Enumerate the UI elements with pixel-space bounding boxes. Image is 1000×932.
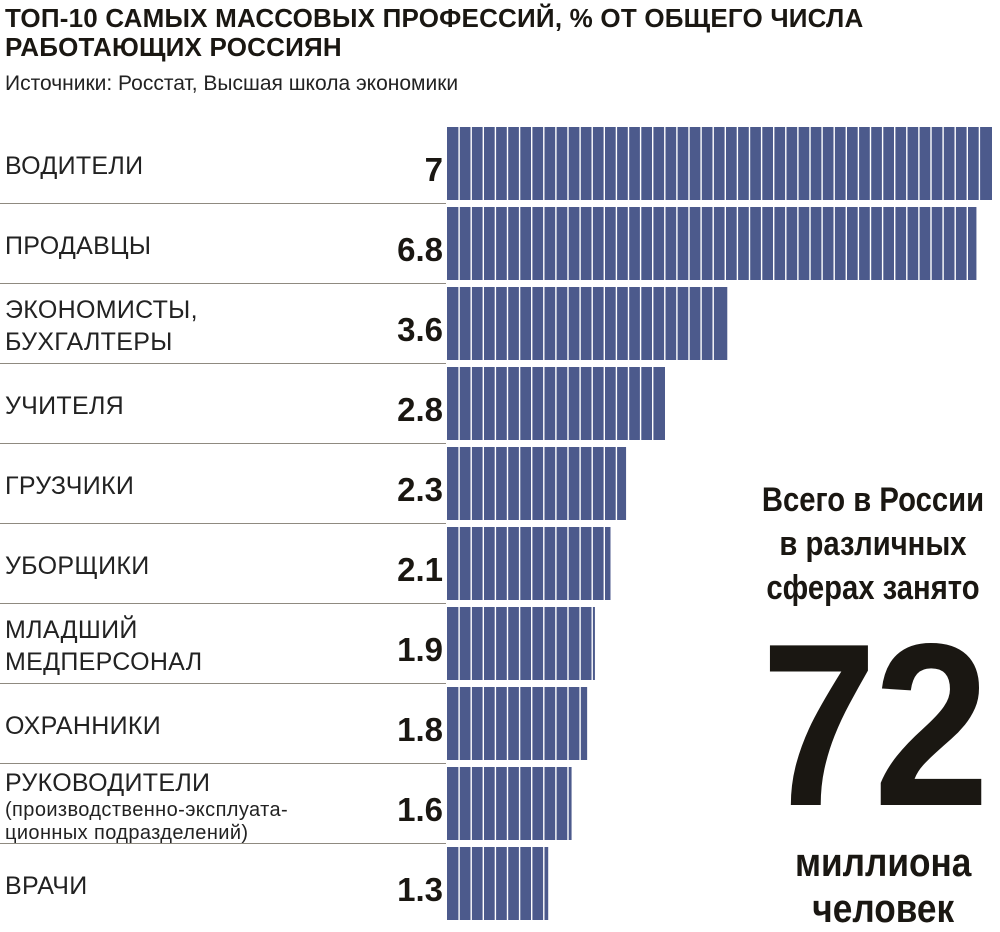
total-caption-line: сферах занято <box>766 569 980 607</box>
category-label: УБОРЩИКИ <box>5 550 375 582</box>
value-label: 1.3 <box>397 870 443 908</box>
category-label: ПРОДАВЦЫ <box>5 230 375 262</box>
bar <box>447 287 728 360</box>
bar-fill <box>447 847 549 920</box>
category-label: ОХРАННИКИ <box>5 710 375 742</box>
row-divider <box>0 363 446 364</box>
value-label: 1.9 <box>397 630 443 668</box>
value-label: 3.6 <box>397 310 443 348</box>
bar <box>447 127 992 200</box>
bar-fill <box>447 527 611 600</box>
row-divider <box>0 443 446 444</box>
bar <box>447 367 665 440</box>
category-label: ГРУЗЧИКИ <box>5 470 375 502</box>
row-divider <box>0 523 446 524</box>
chart-title: ТОП-10 САМЫХ МАССОВЫХ ПРОФЕССИЙ, % ОТ ОБ… <box>5 3 864 62</box>
total-unit-line: человек <box>812 887 955 931</box>
category-label-line: БУХГАЛТЕРЫ <box>5 327 173 356</box>
total-unit: миллиона человек <box>782 840 984 932</box>
bar <box>447 527 611 600</box>
bar-fill <box>447 287 728 360</box>
category-label-line: МЛАДШИЙ <box>5 615 138 644</box>
total-caption-line: Всего в России <box>761 481 985 519</box>
category-label: ВРАЧИ <box>5 870 375 902</box>
category-label: ВОДИТЕЛИ <box>5 150 375 182</box>
category-label-line: ПРОДАВЦЫ <box>5 231 152 260</box>
category-label-line: ОХРАННИКИ <box>5 711 161 740</box>
value-label: 2.3 <box>397 470 443 508</box>
chart-source: Источники: Росстат, Высшая школа экономи… <box>5 72 459 95</box>
row-divider <box>0 603 446 604</box>
value-label: 2.8 <box>397 390 443 428</box>
total-number: 72 <box>760 596 990 855</box>
total-caption-line: в различных <box>779 525 967 563</box>
category-label: ЭКОНОМИСТЫ, БУХГАЛТЕРЫ <box>5 294 375 358</box>
value-label: 6.8 <box>397 230 443 268</box>
total-unit-line: миллиона <box>795 841 972 885</box>
bar <box>447 447 627 520</box>
row-divider <box>0 203 446 204</box>
row-divider <box>0 283 446 284</box>
row-divider <box>0 683 446 684</box>
category-label-line: МЕДПЕРСОНАЛ <box>5 647 203 676</box>
bar-fill <box>447 127 992 200</box>
row-divider <box>0 763 446 764</box>
category-label: УЧИТЕЛЯ <box>5 390 375 422</box>
category-label: МЛАДШИЙ МЕДПЕРСОНАЛ <box>5 614 375 678</box>
bar <box>447 607 595 680</box>
category-label-line: УБОРЩИКИ <box>5 551 150 580</box>
category-label: РУКОВОДИТЕЛИ (производственно-эксплуата-ц… <box>5 767 375 845</box>
category-label-line: ГРУЗЧИКИ <box>5 471 135 500</box>
bar-fill <box>447 607 595 680</box>
category-label-line: РУКОВОДИТЕЛИ <box>5 768 211 797</box>
category-label-subline: ционных подразделений) <box>5 821 249 844</box>
bar <box>447 767 572 840</box>
bar <box>447 207 977 280</box>
category-label-line: УЧИТЕЛЯ <box>5 391 125 420</box>
value-label: 1.6 <box>397 790 443 828</box>
bar-fill <box>447 767 572 840</box>
bar-fill <box>447 687 588 760</box>
bar <box>447 847 549 920</box>
category-label-subline: (производственно-эксплуата- <box>5 798 289 821</box>
bar-fill <box>447 447 627 520</box>
value-label: 7 <box>424 150 443 188</box>
value-label: 1.8 <box>397 710 443 748</box>
category-label-line: ВОДИТЕЛИ <box>5 151 144 180</box>
row-divider <box>0 843 446 844</box>
bar-fill <box>447 207 977 280</box>
bar <box>447 687 588 760</box>
value-label: 2.1 <box>397 550 443 588</box>
total-caption: Всего в России в различных сферах занято <box>744 478 1000 610</box>
category-label-line: ВРАЧИ <box>5 871 88 900</box>
category-label-line: ЭКОНОМИСТЫ, <box>5 295 198 324</box>
